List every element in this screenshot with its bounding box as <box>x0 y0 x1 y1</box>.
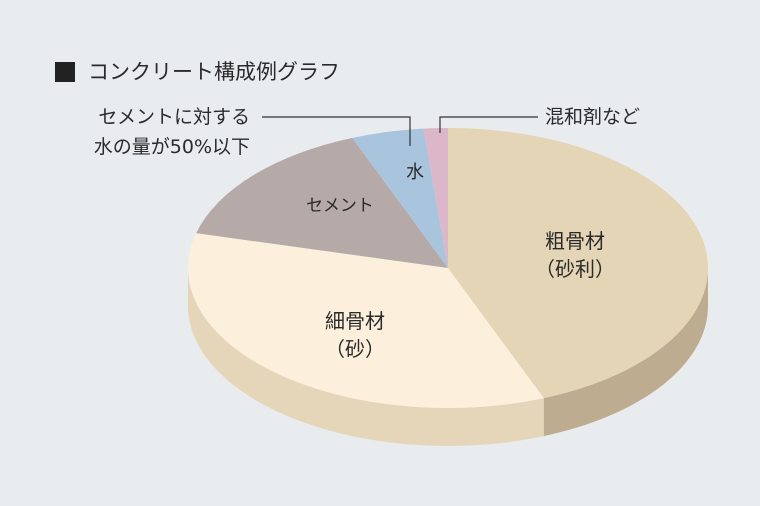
slice-label: 粗骨材（砂利） <box>535 229 615 281</box>
slice-label: 混和剤など <box>545 106 640 128</box>
leader-line <box>262 116 411 146</box>
slice-label: セメント <box>306 196 374 216</box>
title-marker <box>55 62 75 82</box>
slice <box>196 137 448 268</box>
slice-side <box>543 268 708 437</box>
slice <box>448 128 709 399</box>
slice-label: 細骨材（砂） <box>325 309 385 361</box>
slice-label: 水 <box>406 162 424 183</box>
chart-title: コンクリート構成例グラフ <box>88 60 340 84</box>
leader-line <box>439 116 538 133</box>
slice <box>187 233 544 408</box>
slice-side <box>188 268 544 446</box>
slice <box>423 128 448 268</box>
slice <box>352 128 448 268</box>
annotation: セメントに対する水の量が50%以下 <box>94 106 250 158</box>
